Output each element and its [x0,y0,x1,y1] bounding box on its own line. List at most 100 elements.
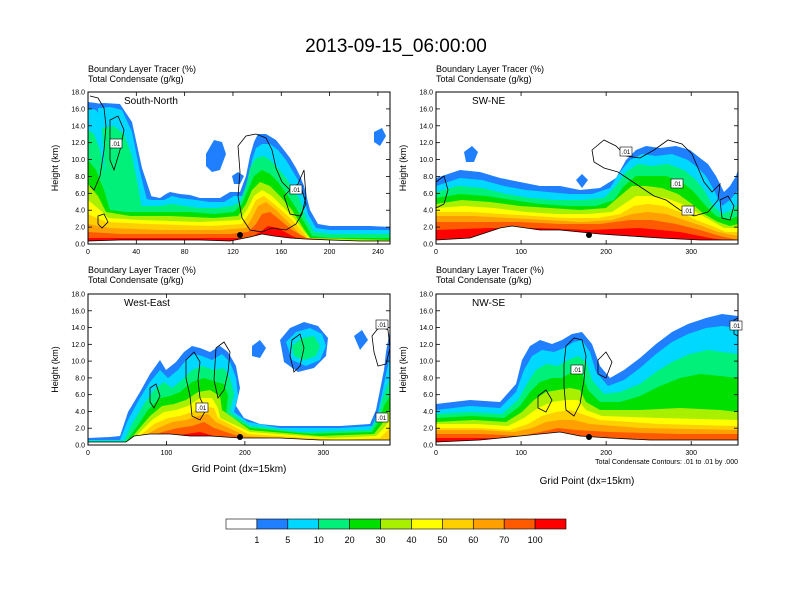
x-tick-label: 0 [434,450,438,457]
y-tick-label: 18.0 [71,90,85,97]
y-tick-label: 16.0 [419,106,433,113]
x-tick-label: 40 [132,249,140,256]
y-tick-label: 6.0 [423,191,433,198]
contour-label: .01 [109,138,123,149]
y-tick-label: 12.0 [419,342,433,349]
y-tick-label: 10.0 [419,157,433,164]
colorbar-swatch [472,518,505,530]
y-tick-label: 0.0 [423,242,433,249]
colorbar-swatch [256,518,289,530]
plot-frame [435,293,739,446]
station-marker [237,232,243,238]
panel-header-line2: Total Condensate (g/kg) [436,74,532,84]
y-tick-label: 12.0 [71,140,85,147]
colorbar-swatch [225,518,258,530]
y-axis-label: Height (km) [398,346,408,393]
y-tick-label: 8.0 [423,375,433,382]
contour-label-text: .01 [198,406,207,412]
y-tick-label: 6.0 [75,191,85,198]
contour-note: Total Condensate Contours: .01 to .01 by… [595,459,738,466]
y-axis-label: Height (km) [50,145,60,192]
station-marker [586,434,592,440]
panel-sw-ne: Boundary Layer Tracer (%) Total Condensa… [398,64,739,256]
y-tick-label: 12.0 [71,342,85,349]
x-tick-label: 200 [239,450,251,457]
colorbar-label: 30 [376,535,386,545]
panel-header-line1: Boundary Layer Tracer (%) [88,64,196,74]
x-tick-label: 0 [86,450,90,457]
plot-frame [87,91,391,245]
colorbar-swatch [349,518,381,530]
y-tick-label: 8.0 [423,174,433,181]
contour-label-text: .01 [732,324,741,330]
x-tick-label: 0 [86,249,90,256]
station-marker [586,232,592,238]
contour-label: .01 [729,320,743,331]
contour-label-text: .01 [573,368,582,374]
y-tick-label: 10.0 [419,359,433,366]
y-tick-label: 8.0 [75,174,85,181]
y-tick-label: 12.0 [419,140,433,147]
panel-south-north: Boundary Layer Tracer (%) Total Condensa… [50,64,391,256]
x-tick-label: 100 [161,450,173,457]
colorbar-label: 1 [254,535,259,545]
contour-label: .01 [570,364,584,375]
colorbar-swatch [318,518,350,530]
y-tick-label: 14.0 [419,123,433,130]
y-tick-label: 2.0 [75,225,85,232]
colorbar-label: 20 [345,535,355,545]
colorbar: 1 5 10 20 30 40 50 60 70 100 [225,518,567,545]
colorbar-swatch [503,518,536,530]
y-tick-label: 4.0 [423,208,433,215]
panel-title: NW-SE [472,298,505,309]
station-marker [237,434,243,440]
colorbar-swatch [534,518,567,530]
y-axis-label: Height (km) [50,346,60,393]
colorbar-swatch [442,518,474,530]
x-tick-label: 300 [685,450,697,457]
y-tick-label: 6.0 [75,392,85,399]
x-tick-label: 100 [515,450,527,457]
panel-header-line2: Total Condensate (g/kg) [88,275,184,285]
plot-frame [435,91,739,245]
x-axis-label: Grid Point (dx=15km) [192,464,287,475]
x-tick-label: 200 [600,249,612,256]
tracer-field [88,95,390,244]
y-tick-label: 4.0 [75,409,85,416]
x-tick-label: 100 [515,249,527,256]
y-tick-label: 18.0 [419,90,433,97]
x-tick-label: 160 [275,249,287,256]
contour-label-text: .01 [622,150,631,156]
y-axis-label: Height (km) [398,145,408,192]
x-tick-label: 300 [685,249,697,256]
y-tick-label: 14.0 [419,325,433,332]
y-tick-label: 4.0 [75,208,85,215]
colorbar-label: 5 [285,535,290,545]
colorbar-label: 50 [437,535,447,545]
y-tick-label: 14.0 [71,325,85,332]
y-tick-label: 14.0 [71,123,85,130]
tracer-band-9 [88,212,390,244]
y-tick-label: 16.0 [71,106,85,113]
contour-label: .01 [195,402,209,413]
contour-label: .01 [681,205,695,216]
x-tick-label: 120 [227,249,239,256]
x-axis-label: Grid Point (dx=15km) [540,476,635,487]
x-tick-label: 80 [181,249,189,256]
contour-label-text: .01 [378,323,387,329]
contour-label: .01 [670,178,684,189]
colorbar-label: 100 [528,535,543,545]
condensate-contours [436,139,735,221]
y-tick-label: 2.0 [423,426,433,433]
panel-title: South-North [124,96,178,107]
y-tick-label: 8.0 [75,375,85,382]
panel-header-line2: Total Condensate (g/kg) [436,275,532,285]
tracer-band-8 [88,202,390,244]
panel-nw-se: Boundary Layer Tracer (%) Total Condensa… [398,265,743,487]
y-tick-label: 4.0 [423,409,433,416]
panel-header-line1: Boundary Layer Tracer (%) [436,265,544,275]
contour-label: .01 [619,146,633,157]
axes: 0 100 200 300 0.0 2.0 4.0 6.0 8.0 10.0 12.0 14.0 16.… [50,292,390,475]
contour-label: .01 [375,412,389,423]
